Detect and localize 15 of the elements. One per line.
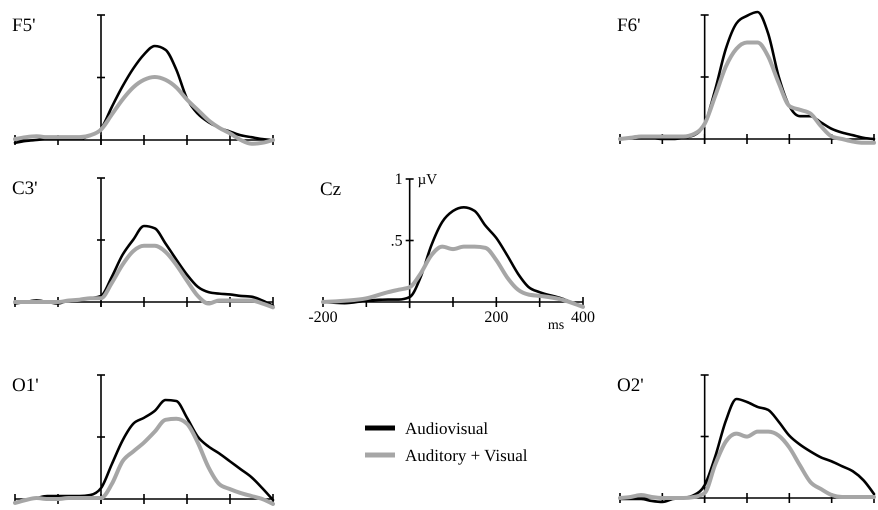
legend-label: Auditory + Visual [405, 446, 528, 465]
x-axis-title: ms [548, 318, 564, 333]
chart-title: Cz [320, 179, 342, 200]
y-axis-title: µV [418, 172, 438, 188]
x-tick-label: 200 [484, 309, 508, 326]
x-tick-label: 400 [571, 309, 595, 326]
chart-title: F5' [12, 15, 36, 36]
y-tick-label: 1 [394, 171, 403, 188]
y-tick-label: .5 [390, 232, 403, 250]
chart-title: O1' [12, 375, 39, 396]
x-tick-label: -200 [308, 309, 338, 326]
chart-title: C3' [12, 178, 38, 199]
chart-title: O2' [617, 375, 644, 396]
chart-title: F6' [617, 15, 640, 36]
legend-label: Audiovisual [405, 419, 488, 438]
